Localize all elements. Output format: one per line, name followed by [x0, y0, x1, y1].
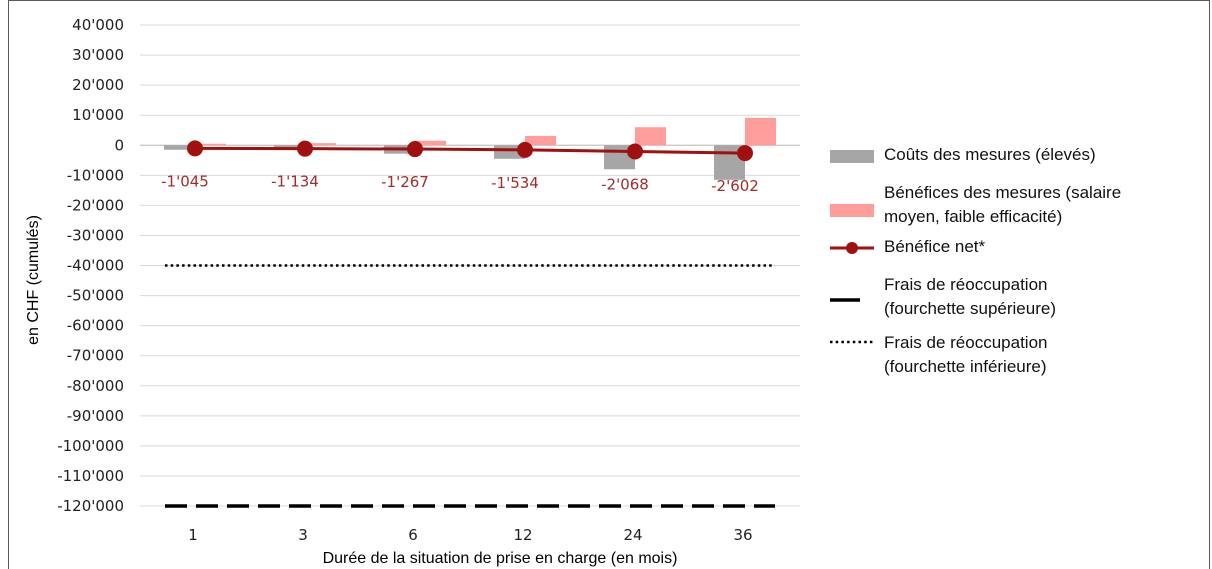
benefit-bar [635, 127, 666, 146]
x-tick-label: 3 [298, 526, 308, 544]
net-benefit-point [517, 141, 533, 158]
benefit-bar [745, 117, 776, 146]
benefit-bar [525, 135, 556, 146]
legend-label: (fourchette inférieure) [884, 357, 1047, 376]
net-benefit-point [187, 140, 203, 157]
y-tick-label: -100'000 [57, 437, 124, 455]
y-tick-label: 0 [114, 136, 124, 154]
net-benefit-point [407, 141, 423, 158]
net-benefit-line [194, 146, 746, 155]
net-benefit-label: -2'602 [711, 177, 759, 195]
x-tick-label: 24 [623, 526, 642, 544]
x-tick-label: 6 [408, 526, 418, 544]
net-benefit-label: -1'134 [271, 173, 319, 191]
y-tick-label: -70'000 [67, 347, 124, 365]
benefit-bar [195, 143, 226, 146]
y-tick-label: -110'000 [57, 467, 124, 485]
y-tick-label: 40'000 [72, 16, 124, 34]
y-axis-ticks: 40'000 30'000 20'000 10'000 0 -10'000 -20'000 -… [57, 16, 124, 515]
y-tick-label: 20'000 [72, 76, 124, 94]
net-benefit-label: -1'267 [381, 173, 429, 191]
legend-label: moyen, faible efficacité) [884, 207, 1062, 226]
y-tick-label: -50'000 [67, 287, 124, 305]
y-tick-label: -40'000 [67, 257, 124, 275]
x-axis-ticks: 1 3 6 12 24 36 [188, 526, 752, 544]
legend-label: (fourchette supérieure) [884, 299, 1056, 318]
y-tick-label: -60'000 [67, 317, 124, 335]
x-tick-label: 1 [188, 526, 198, 544]
chart-frame [8, 0, 1210, 569]
net-benefit-point [737, 145, 753, 162]
bars [164, 117, 776, 180]
net-benefit-point [297, 140, 313, 157]
y-tick-label: 10'000 [72, 106, 124, 124]
legend-label: Frais de réoccupation [884, 333, 1047, 352]
reference-lines [165, 264, 775, 508]
gridlines [140, 24, 800, 507]
net-benefit-label: -1'045 [161, 172, 209, 190]
x-axis-label: Durée de la situation de prise en charge… [323, 550, 678, 567]
legend-swatch-costs [830, 150, 874, 163]
legend-label: Bénéfice net* [884, 237, 986, 256]
y-tick-label: -30'000 [67, 226, 124, 244]
x-tick-label: 12 [513, 526, 532, 544]
y-axis-label: en CHF (cumulés) [25, 215, 42, 345]
x-tick-label: 36 [733, 526, 752, 544]
y-tick-label: -10'000 [67, 166, 124, 184]
net-line: -1'045 -1'134 -1'267 -1'534 -2'068 -2'602 [161, 140, 759, 195]
y-tick-label: -80'000 [67, 377, 124, 395]
legend-label: Bénéfices des mesures (salaire [884, 183, 1121, 202]
net-benefit-label: -1'534 [491, 174, 539, 192]
y-tick-label: -120'000 [57, 497, 124, 515]
benefit-bar [305, 143, 336, 146]
cost-bar [164, 145, 195, 150]
y-tick-label: -90'000 [67, 407, 124, 425]
legend-swatch-net-marker [846, 242, 858, 254]
y-tick-label: 30'000 [72, 46, 124, 64]
legend: Coûts des mesures (élevés) Bénéfices des … [830, 145, 1121, 376]
legend-label: Frais de réoccupation [884, 275, 1047, 294]
y-tick-label: -20'000 [67, 196, 124, 214]
benefit-bar [415, 140, 446, 146]
legend-label: Coûts des mesures (élevés) [884, 145, 1096, 164]
net-benefit-label: -2'068 [601, 175, 649, 193]
legend-swatch-benefits [830, 204, 874, 217]
net-benefit-point [627, 143, 643, 160]
